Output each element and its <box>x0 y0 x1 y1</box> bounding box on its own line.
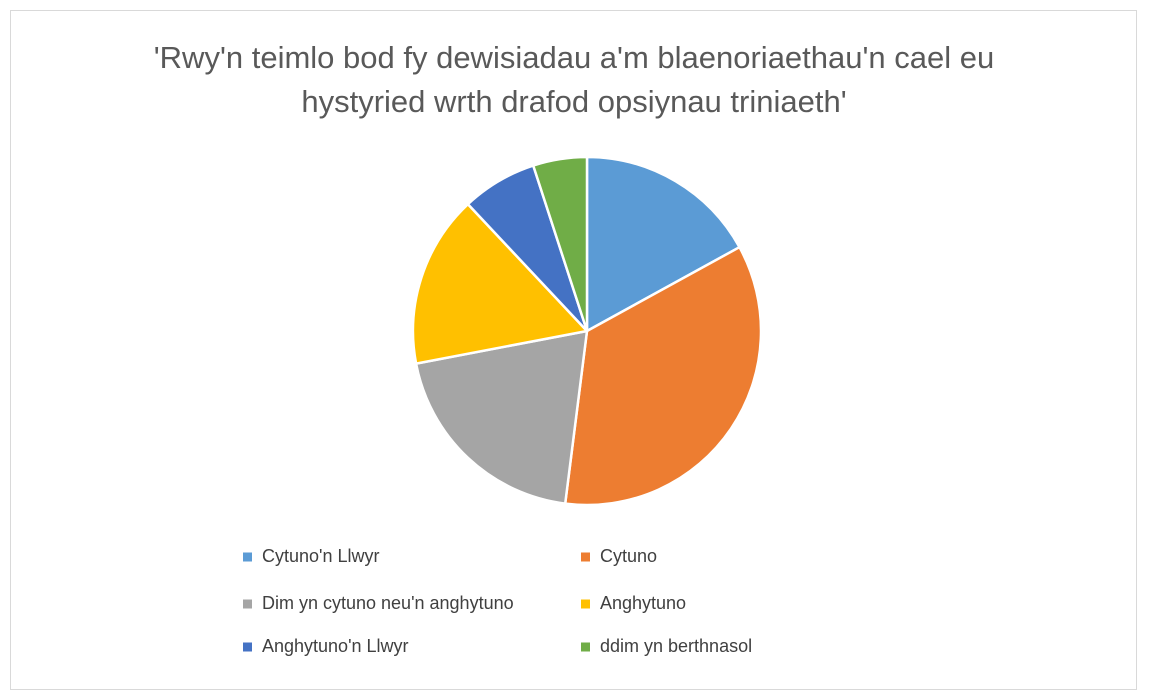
pie-slice <box>585 155 741 333</box>
pie-slice <box>531 155 589 333</box>
page: 'Rwy'n teimlo bod fy dewisiadau a'm blae… <box>10 10 1137 690</box>
legend-marker <box>581 599 590 609</box>
pie-slice <box>411 202 589 365</box>
legend-label: Cytuno'n Llwyr <box>262 546 379 566</box>
legend-label: Cytuno <box>600 546 657 566</box>
legend-marker <box>243 599 252 609</box>
legend-marker <box>581 642 590 652</box>
legend-label: ddim yn berthnasol <box>600 636 752 656</box>
legend-label: Anghytuno'n Llwyr <box>262 636 409 656</box>
chart: Cytuno'n Llwyr Cytuno Dim yn cytuno neu'n … <box>243 155 763 656</box>
pie-slice <box>563 245 763 507</box>
legend-marker <box>243 642 252 652</box>
chart-title: 'Rwy'n teimlo bod fy dewisiadau a'm blae… <box>153 40 995 119</box>
legend-marker <box>243 552 252 562</box>
legend-label: Dim yn cytuno neu'n anghytuno <box>262 593 514 613</box>
legend-marker <box>581 552 590 562</box>
legend-label: Anghytuno <box>600 593 686 613</box>
pie-slice <box>414 329 589 505</box>
